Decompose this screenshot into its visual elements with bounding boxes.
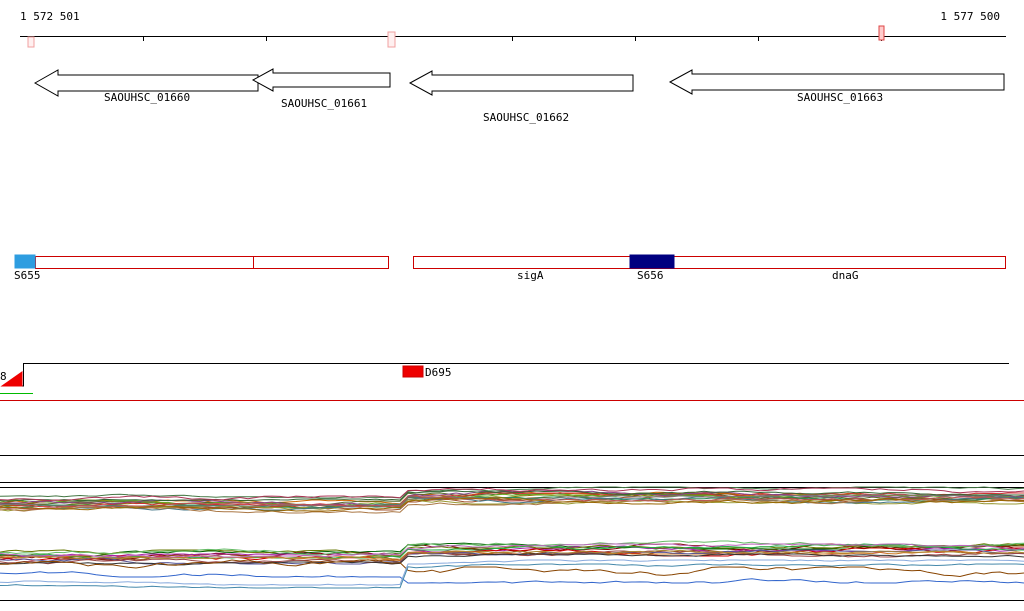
terminator-box-d695[interactable] [402, 365, 424, 378]
coverage-series [0, 563, 1024, 589]
coverage-series [0, 490, 1024, 502]
ruler-start-label: 1 572 501 [20, 10, 80, 23]
coverage-series [0, 543, 1024, 557]
gene-label-dnag[interactable]: dnaG [832, 269, 859, 282]
coverage-step-line [3, 363, 1009, 387]
transcript-box[interactable] [35, 256, 389, 269]
srna-label-s655[interactable]: S655 [14, 269, 41, 282]
ruler-end-label: 1 577 500 [940, 10, 1000, 23]
gene-label-saouhsc-01660[interactable]: SAOUHSC_01660 [104, 91, 191, 104]
ruler-marker[interactable] [27, 36, 35, 48]
tss-triangle[interactable] [0, 371, 23, 387]
coverage-series [0, 571, 1024, 584]
ruler-marker[interactable] [878, 25, 885, 41]
gene-arrow[interactable] [251, 68, 391, 92]
coverage-series [0, 543, 1024, 558]
coverage-series [0, 497, 1024, 512]
coverage-series [0, 550, 1024, 565]
gene-arrow[interactable] [668, 69, 1005, 95]
srna-label-s656[interactable]: S656 [637, 269, 664, 282]
gene-label-saouhsc-01663[interactable]: SAOUHSC_01663 [797, 91, 884, 104]
coverage-series [0, 487, 1024, 502]
gene-label-siga[interactable]: sigA [517, 269, 544, 282]
gene-label-saouhsc-01662[interactable]: SAOUHSC_01662 [483, 111, 570, 124]
ruler-marker[interactable] [387, 31, 396, 48]
terminator-label-d695[interactable]: D695 [425, 366, 452, 379]
coverage-series [0, 559, 1024, 578]
srna-box-s656[interactable] [629, 254, 675, 269]
coverage-series [0, 549, 1024, 560]
coverage-series [0, 486, 1024, 499]
srna-box-s655[interactable] [14, 254, 36, 269]
gene-label-saouhsc-01661[interactable]: SAOUHSC_01661 [281, 97, 368, 110]
coverage-series [0, 495, 1024, 510]
gene-arrow[interactable] [408, 70, 634, 96]
clipped-feature-label: 8 [0, 370, 7, 383]
coverage-series [0, 545, 1024, 560]
coverage-series [0, 498, 1024, 514]
coverage-series [0, 559, 1024, 586]
coverage-series [0, 496, 1024, 511]
transcript-box[interactable] [413, 256, 1006, 269]
